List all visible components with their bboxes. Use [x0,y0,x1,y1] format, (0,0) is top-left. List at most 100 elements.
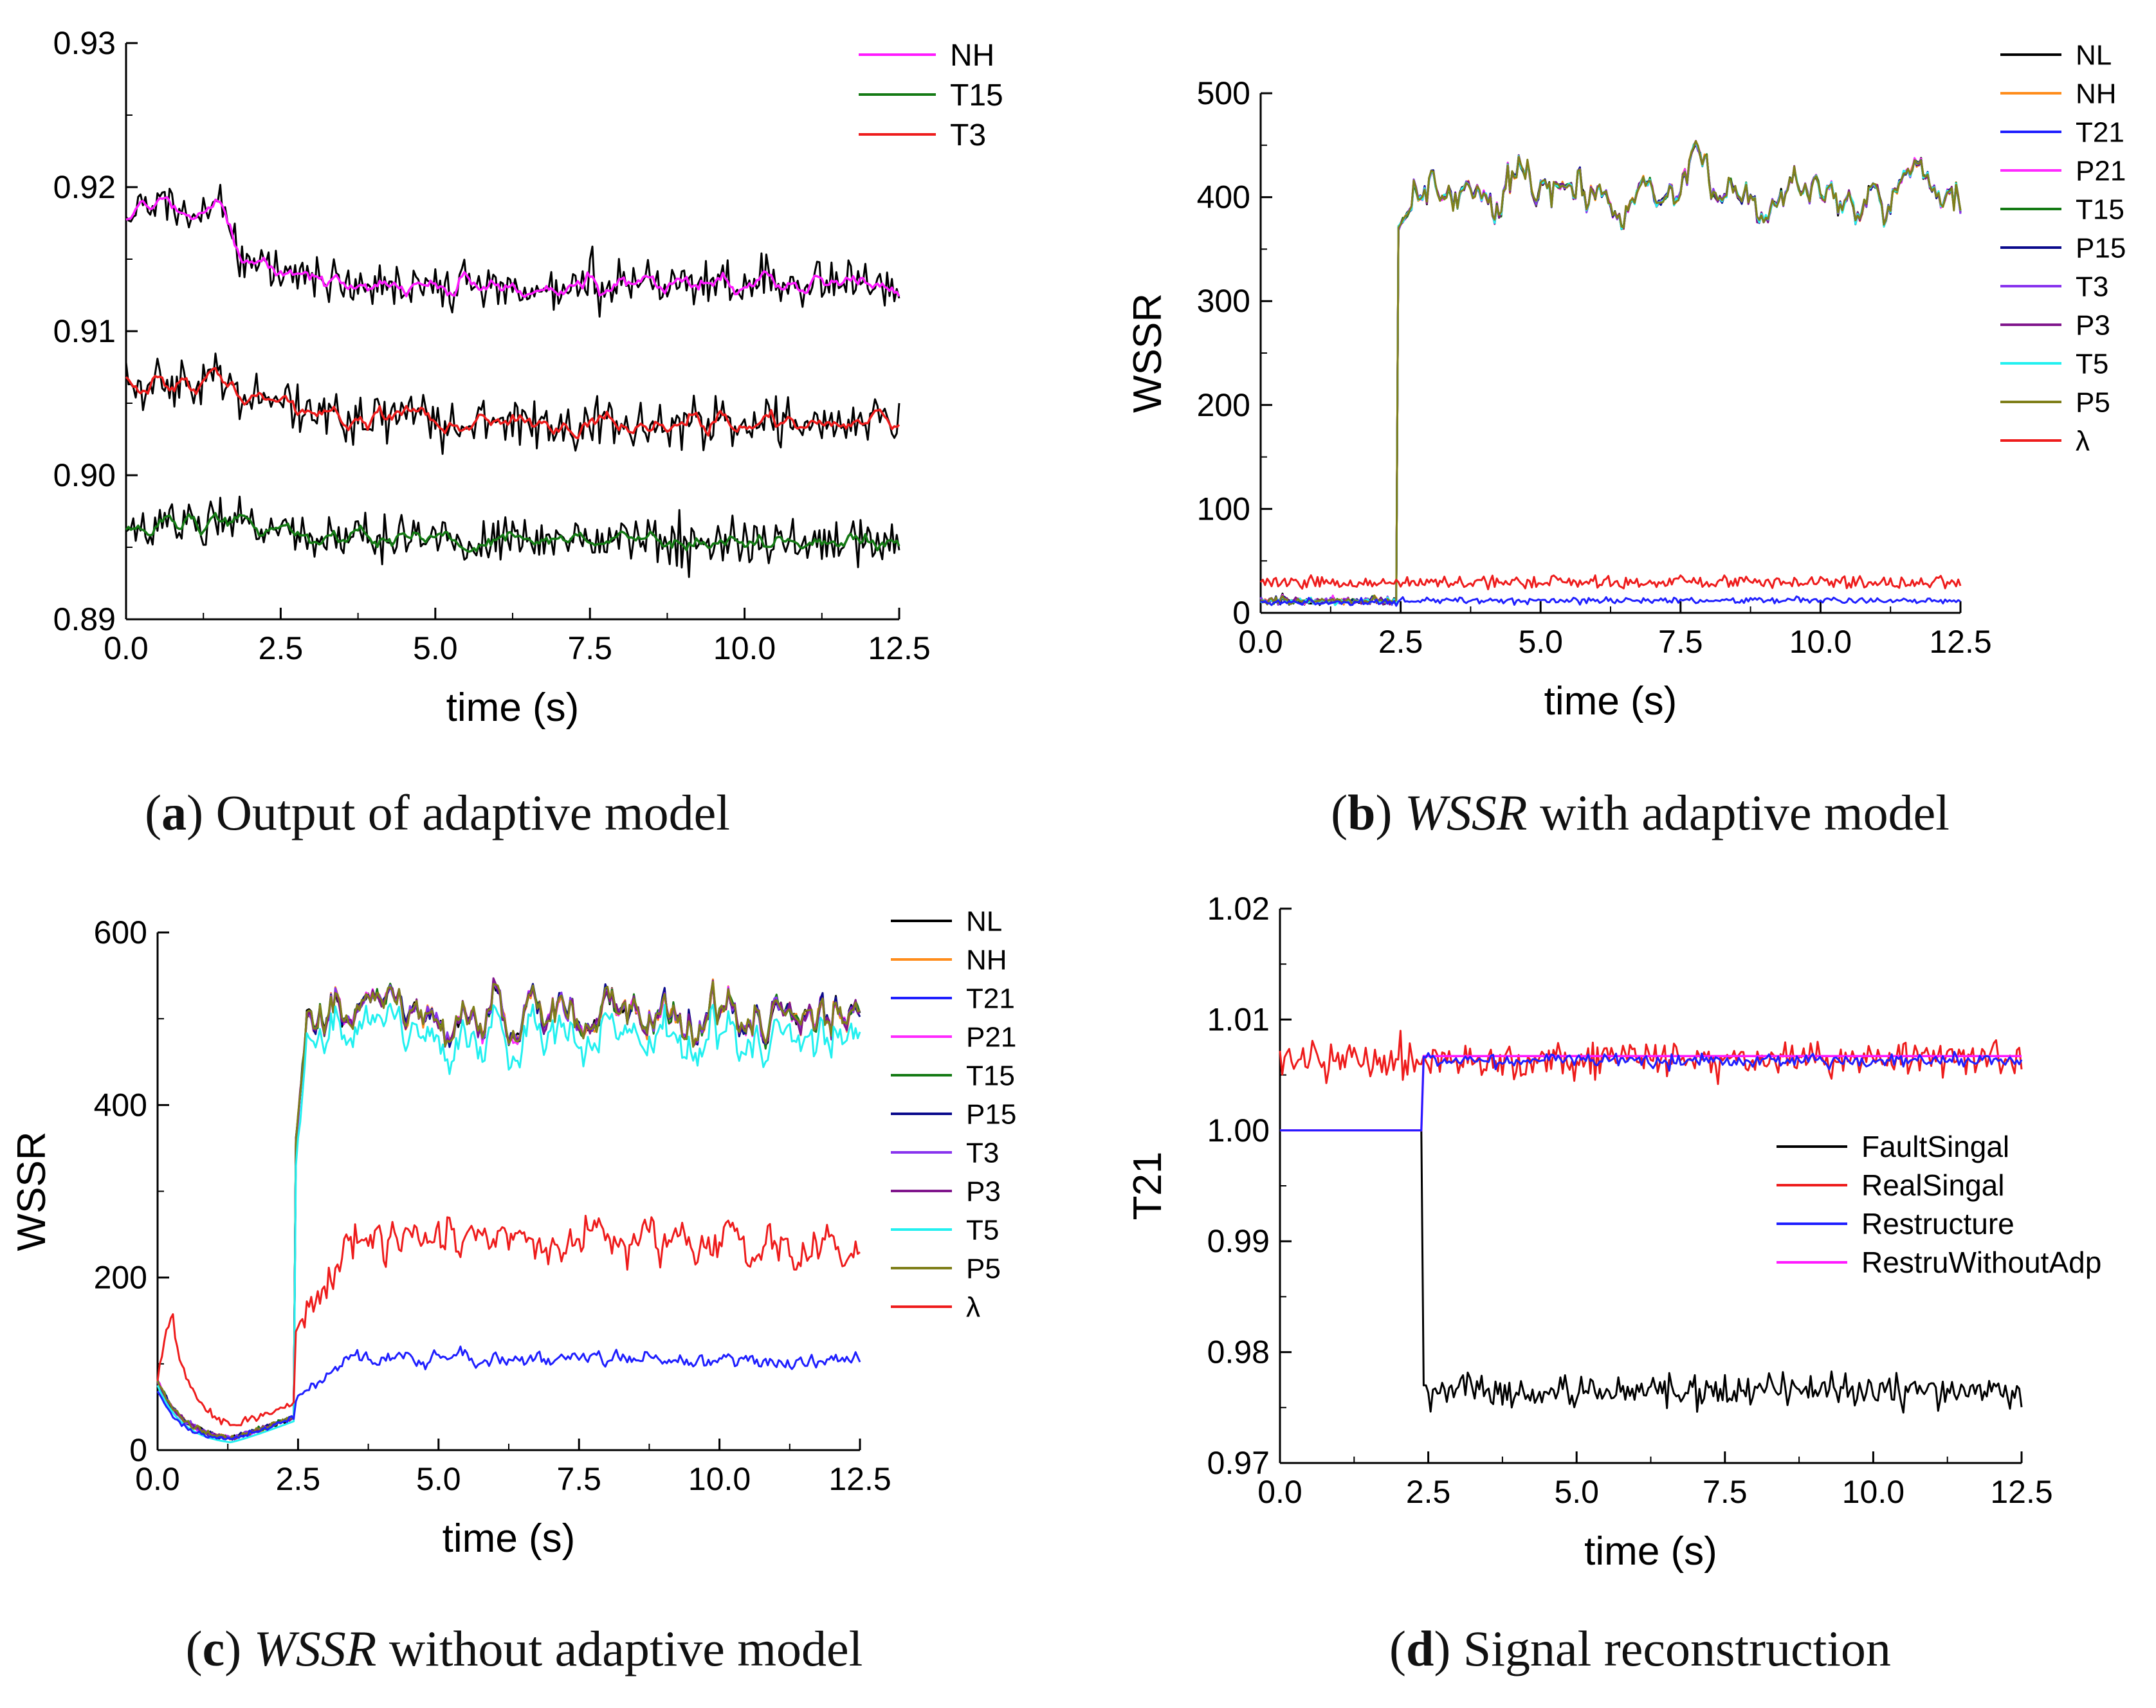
series-NH [125,196,900,298]
legend-label-NL: NL [966,905,1002,937]
series-T21 [156,1345,861,1440]
legend: FaultSingal RealSingal Restructure RestruWi… [1777,1130,2101,1279]
y-tick-label: 500 [1197,75,1250,111]
x-tick-label: 7.5 [1658,624,1703,660]
panel-a-output-of-adaptive-model: 0.0 2.5 5.0 7.5 10.0 12.5 0.89 0.90 0.91 0.92 0.93… [53,25,1003,730]
legend-label-T5: T5 [2076,348,2108,379]
y-tick-label: 200 [1197,387,1250,423]
x-tick-label: 10.0 [713,630,776,666]
y-tick-label: 0.92 [53,169,116,205]
y-tick-label: 0.97 [1207,1445,1270,1481]
x-tick-label: 0.0 [1238,624,1283,660]
x-tick-label: 12.5 [828,1461,891,1497]
y-tick-label: 1.02 [1207,891,1270,927]
panel-c-wssr-without-adaptive-model: 0.0 2.5 5.0 7.5 10.0 12.5 0 200 400 600 time (s) WS… [10,905,1016,1561]
x-tick-label: 0.0 [104,630,149,666]
plot-area [1259,140,1962,607]
legend-label-NL: NL [2076,39,2112,71]
legend-label-T21: T21 [966,983,1015,1014]
series-T5 [1259,141,1962,606]
legend-label-NH: NH [966,944,1007,976]
y-tick-label: 1.00 [1207,1113,1270,1149]
plot-area [156,977,861,1444]
legend-label-P5: P5 [2076,386,2110,418]
series-RealSingal [1279,1030,2023,1086]
legend-label-T3: T3 [966,1137,999,1168]
legend-label-NH: NH [2076,78,2117,109]
legend-label-T21: T21 [2076,116,2124,148]
caption-c: (c) WSSR without adaptive model [186,1621,863,1676]
x-tick-label: 0.0 [135,1461,180,1497]
legend-label-NH: NH [950,39,994,73]
y-tick-label: 100 [1197,491,1250,527]
legend-label-T15: T15 [2076,194,2124,225]
axes-frame: 0.0 2.5 5.0 7.5 10.0 12.5 0 100 200 300 400 500 [1197,75,1992,660]
x-tick-label: 10.0 [1789,624,1852,660]
y-tick-label: 300 [1197,283,1250,319]
series-measured-T15 [125,495,900,578]
x-axis-label: time (s) [446,686,580,730]
axes-frame: 0.0 2.5 5.0 7.5 10.0 12.5 0.89 0.90 0.91 0.92 0.93 [53,25,931,666]
y-tick-label: 0.90 [53,457,116,493]
legend-label-T5: T5 [966,1214,999,1246]
series-P21 [156,981,861,1441]
series-T3 [1259,143,1962,606]
x-tick-label: 12.5 [868,630,930,666]
y-tick-label: 0 [1232,595,1250,631]
x-tick-label: 7.5 [567,630,612,666]
series-Restructure [1280,1051,2023,1132]
series-NH [156,978,861,1440]
legend-label-P3: P3 [966,1176,1001,1207]
y-tick-label: 0.89 [53,601,116,637]
y-axis-label: WSSR [1126,293,1170,413]
series-T5 [156,1003,861,1444]
series-P15 [156,979,861,1440]
x-tick-label: 7.5 [556,1461,601,1497]
series-lambda [156,1215,861,1426]
legend-label-Restructure: Restructure [1861,1207,2014,1240]
caption-b: (b) WSSR with adaptive model [1331,785,1950,840]
series-NL [1260,143,1962,606]
series-T15 [156,981,861,1440]
legend-label-FaultSingal: FaultSingal [1861,1130,2009,1163]
x-tick-label: 12.5 [1929,624,1991,660]
panel-b-wssr-with-adaptive-model: 0.0 2.5 5.0 7.5 10.0 12.5 0 100 200 300 400 500 time… [1126,39,2126,723]
x-tick-label: 10.0 [688,1461,751,1497]
x-tick-label: 10.0 [1842,1474,1905,1510]
x-tick-label: 7.5 [1703,1474,1748,1510]
series-T21 [1260,595,1961,607]
y-tick-label: 0 [129,1432,147,1468]
axes-frame: 0.0 2.5 5.0 7.5 10.0 12.5 0 200 400 600 [94,914,891,1497]
legend-label-P3: P3 [2076,309,2110,341]
legend-label-lambda: λ [966,1291,980,1323]
x-tick-label: 2.5 [1406,1474,1451,1510]
y-tick-label: 1.01 [1207,1001,1270,1037]
legend-label-lambda: λ [2076,425,2090,457]
caption-a: (a) Output of adaptive model [145,785,730,840]
x-tick-label: 5.0 [413,630,458,666]
legend-label-P5: P5 [966,1253,1001,1284]
y-tick-label: 0.99 [1207,1223,1270,1259]
legend-label-T15: T15 [966,1060,1015,1091]
y-axis-label: T21 [1126,1152,1170,1221]
series-NL [156,979,861,1441]
series-P3 [156,977,861,1440]
x-tick-label: 2.5 [1378,624,1423,660]
x-axis-label: time (s) [1544,679,1677,723]
x-tick-label: 5.0 [416,1461,461,1497]
series-P15 [1259,141,1962,606]
legend-label-RestruWithoutAdp: RestruWithoutAdp [1861,1246,2101,1279]
y-tick-label: 0.91 [53,313,116,349]
x-tick-label: 2.5 [259,630,304,666]
x-tick-label: 12.5 [1990,1474,2052,1510]
legend: NL NH T21 P21 T15 P15 T3 P3 T5 P5 λ [891,905,1016,1323]
series-P5 [156,981,861,1440]
x-tick-label: 5.0 [1518,624,1563,660]
legend: NL NH T21 P21 T15 P15 T3 P3 T5 P5 λ [2000,39,2126,457]
x-axis-label: time (s) [1584,1529,1717,1574]
x-tick-label: 0.0 [1257,1474,1302,1510]
plot-area [1279,1030,2023,1414]
legend-label-T3: T3 [2076,271,2108,302]
y-tick-label: 400 [1197,179,1250,215]
